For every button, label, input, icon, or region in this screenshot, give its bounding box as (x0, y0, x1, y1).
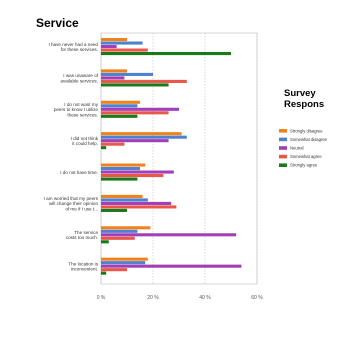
category-label: I am worried that my peers (44, 196, 99, 201)
bar (101, 240, 109, 244)
bar (101, 208, 127, 212)
legend-swatch (279, 163, 287, 167)
category-label: The service (74, 230, 98, 235)
category-label: The location is (68, 261, 98, 266)
category-label: for these services. (61, 47, 98, 52)
category-label: available services. (60, 78, 98, 83)
bar (101, 135, 187, 139)
bar (101, 107, 179, 111)
bar (101, 271, 107, 275)
category-label: I do not want my (64, 102, 98, 107)
legend-label: Somewhat agree (290, 154, 322, 159)
bar (101, 114, 138, 118)
legend-swatch (279, 129, 287, 133)
bar (101, 174, 164, 178)
bar (101, 236, 135, 240)
legend-label: Somewhat disagree (290, 137, 328, 142)
category-label: it could help. (72, 141, 98, 146)
bar (101, 76, 125, 80)
bar (101, 201, 172, 205)
category-label: I did not think (71, 136, 99, 141)
bar (101, 69, 127, 73)
bar (101, 100, 140, 104)
category-label: I have never had a need (48, 42, 98, 47)
x-tick-label: 0 % (97, 295, 106, 301)
bar (101, 261, 146, 265)
bar (101, 264, 242, 268)
bar (101, 229, 138, 233)
bar (101, 226, 151, 230)
bar (101, 52, 231, 56)
legend-swatch (279, 154, 287, 159)
x-tick-label: 60 % (251, 295, 263, 301)
bar (101, 170, 174, 174)
legend-title: Survey Respons (284, 88, 324, 110)
bar (101, 41, 143, 45)
bar (101, 139, 169, 143)
bar (101, 142, 125, 146)
category-label: these services. (67, 112, 98, 117)
bar (101, 38, 127, 42)
bar (101, 48, 148, 52)
bar (101, 83, 169, 87)
bar (101, 146, 107, 150)
category-label: will change their opinion (49, 201, 98, 206)
bar (101, 72, 153, 76)
bar (101, 194, 143, 198)
category-label: I was unaware of (63, 73, 98, 78)
bar (101, 163, 146, 167)
legend-label: Neutral (290, 146, 304, 151)
chart-title: Service (36, 16, 79, 30)
legend-label: Strongly disagree (290, 128, 323, 133)
bar (101, 198, 148, 202)
category-label: of me if I use t... (65, 206, 98, 211)
legend-title-line: Respons (284, 99, 324, 110)
legend-title-line: Survey (284, 88, 316, 99)
category-label: peers to know I utilize (54, 107, 99, 112)
bar (101, 79, 187, 83)
bar (101, 257, 148, 261)
category-label: I do not have time. (60, 170, 98, 175)
bar (101, 167, 140, 171)
bar (101, 132, 182, 136)
plot-frame (100, 32, 258, 285)
x-tick-label: 20 % (147, 295, 159, 301)
bar (101, 104, 138, 108)
category-label: costs too much. (66, 235, 98, 240)
bar (101, 177, 138, 181)
bar (101, 111, 169, 115)
bar (101, 205, 177, 209)
legend-label: Strongly agree (290, 163, 318, 168)
bar (101, 233, 237, 237)
bar (101, 268, 127, 272)
x-tick-label: 40 % (199, 295, 211, 301)
category-label: inconvenient. (71, 267, 98, 272)
plot-area: 0 % 20 % 40 % 60 % I have never had a needfo… (44, 32, 263, 301)
legend: Survey Respons Strongly disagree Somewhat d… (279, 88, 328, 168)
bar (101, 45, 117, 49)
legend-swatch (279, 137, 287, 142)
legend-swatch (279, 146, 287, 150)
